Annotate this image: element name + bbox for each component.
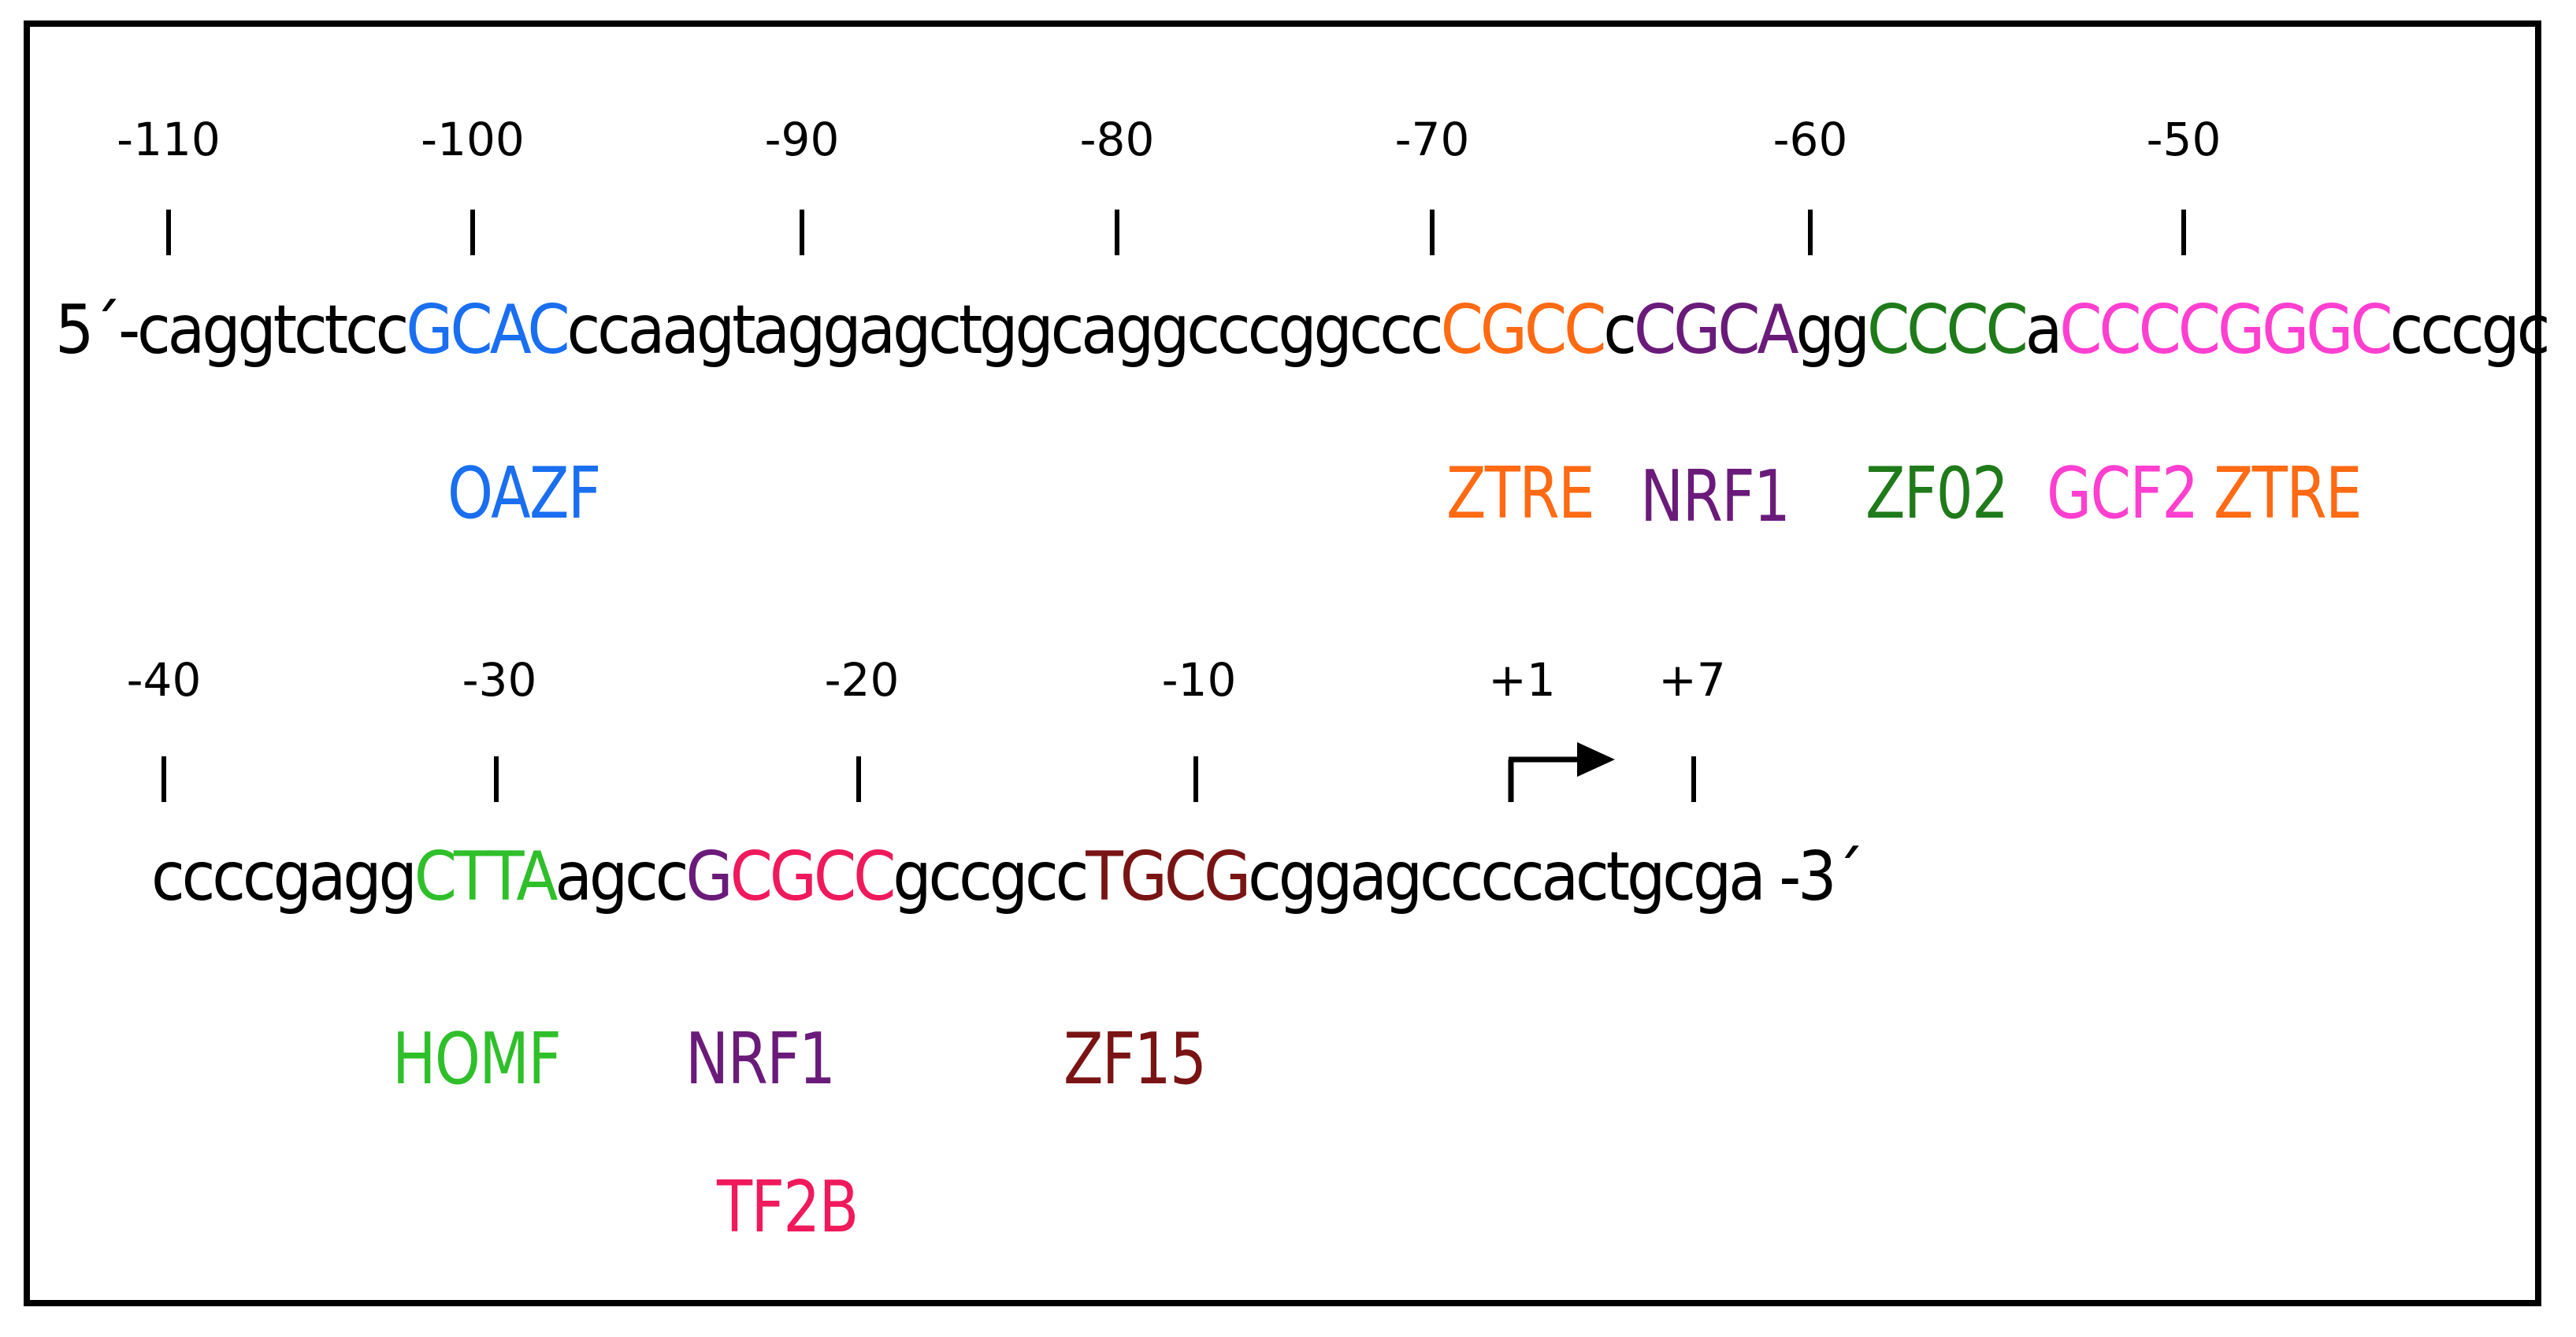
position-label: -60 (1772, 113, 1848, 166)
position-label: +7 (1658, 653, 1726, 707)
position-tick (856, 756, 861, 802)
position-tick (494, 756, 499, 802)
position-label: -100 (421, 113, 525, 166)
motif-label-nrf1: NRF1 (685, 1018, 836, 1101)
motif-nrf1-sequence: G (685, 837, 733, 916)
position-label: -40 (126, 653, 202, 707)
position-tick (1115, 210, 1119, 255)
motif-nrf1-sequence: CGCA (1633, 291, 1799, 370)
motif-label-ztre: ZTRE (1446, 452, 1595, 535)
motif-label-gcf2: GCF2 (2047, 452, 2199, 535)
motif-gcf2-sequence: CCCCGGGC (2059, 291, 2393, 370)
position-label: -10 (1161, 653, 1237, 707)
sequence-segment: c (1603, 291, 1637, 370)
motif-tf2b-sequence: CGCC (729, 837, 896, 916)
position-label: +1 (1488, 653, 1556, 707)
position-tick (800, 210, 804, 255)
position-tick (2181, 210, 2186, 255)
position-tick (1193, 756, 1198, 802)
sequence-line-1: 5´-caggtctccGCACccaagtaggagctggcaggcccgg… (55, 296, 2551, 364)
motif-label-tf2b: TF2B (717, 1166, 859, 1249)
position-tick (1808, 210, 1813, 255)
position-label: -110 (117, 113, 221, 166)
sequence-segment: cggagccccactgcga (1248, 837, 1766, 916)
diagram-frame (24, 20, 2541, 1306)
motif-zf02-sequence: CCCC (1866, 291, 2029, 370)
position-label: -30 (462, 653, 537, 707)
strand-end-label: 5´- (55, 291, 140, 370)
motif-oazf-sequence: GCAC (406, 291, 570, 370)
strand-end-label: -3´ (1762, 837, 1864, 916)
position-label: -20 (824, 653, 900, 707)
sequence-segment: caggtctcc (137, 291, 409, 370)
motif-label-zf02: ZF02 (1865, 452, 2009, 535)
motif-homf-sequence: CTTA (414, 837, 559, 916)
position-tick (470, 210, 475, 255)
position-tick (1430, 210, 1435, 255)
position-tick (161, 756, 166, 802)
sequence-segment: agcc (555, 837, 689, 916)
transcription-start-arrow-icon (1508, 742, 1615, 802)
motif-label-zf15: ZF15 (1063, 1018, 1207, 1101)
motif-label-nrf1: NRF1 (1640, 455, 1791, 538)
motif-zf15-sequence: TGCG (1086, 837, 1251, 916)
motif-ztre-sequence: CGCC (1440, 291, 1607, 370)
sequence-line-2: ccccgaggCTTAagccGCGCCgccgccTGCGcggagcccc… (151, 843, 1864, 911)
position-tick (166, 210, 171, 255)
position-label: -70 (1394, 113, 1470, 166)
sequence-segment: gccgcc (893, 837, 1089, 916)
sequence-segment: cccgc (2389, 291, 2551, 370)
sequence-segment: a (2025, 291, 2063, 370)
position-label: -90 (764, 113, 840, 166)
motif-label-oazf: OAZF (447, 452, 601, 535)
motif-label-homf: HOMF (392, 1018, 562, 1101)
sequence-segment: ccaagtaggagctggcaggcccggccc (566, 291, 1444, 370)
position-label: -50 (2146, 113, 2222, 166)
position-tick (1691, 756, 1696, 802)
sequence-segment: gg (1795, 291, 1870, 370)
sequence-segment: ccccgagg (151, 837, 418, 916)
motif-label-ztre: ZTRE (2214, 452, 2363, 535)
position-label: -80 (1079, 113, 1155, 166)
